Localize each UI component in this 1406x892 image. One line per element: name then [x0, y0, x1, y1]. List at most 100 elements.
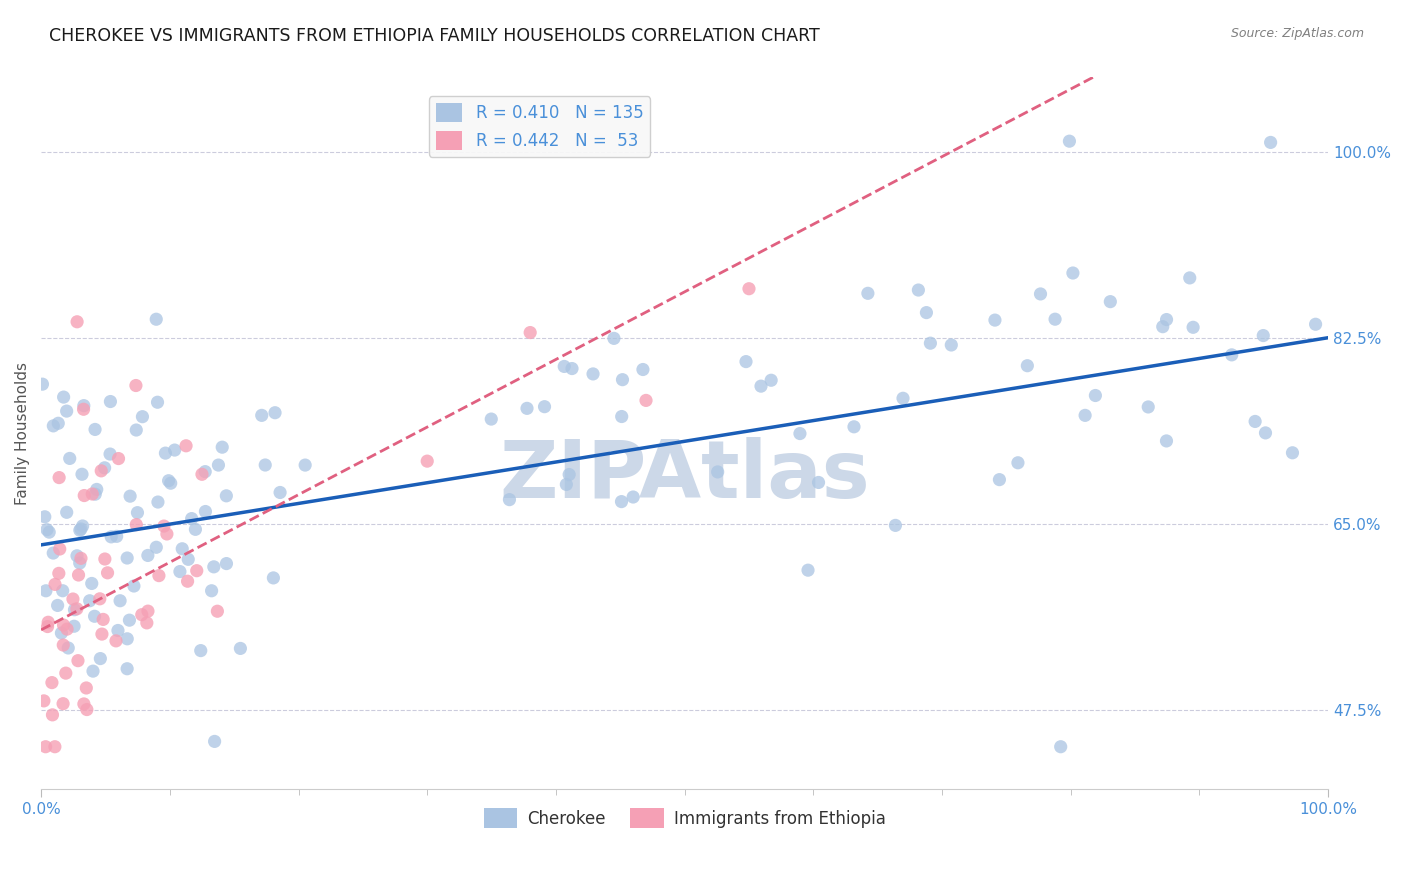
Point: [145, 312, 167, 326]
Point: [1049, 739, 1071, 754]
Point: [250, 409, 273, 423]
Point: [48, 566, 70, 581]
Point: [1156, 312, 1178, 326]
Point: [72, 519, 94, 533]
Point: [269, 485, 291, 500]
Point: [1182, 320, 1205, 334]
Point: [555, 477, 578, 491]
Point: [749, 379, 772, 393]
Point: [180, 511, 202, 525]
Point: [75, 681, 97, 695]
Point: [55, 505, 77, 519]
Point: [1178, 271, 1201, 285]
Point: [553, 359, 575, 374]
Point: [89, 651, 111, 665]
Point: [84, 422, 107, 436]
Point: [194, 465, 217, 479]
Point: [98, 447, 121, 461]
Point: [83, 609, 105, 624]
Point: [191, 467, 214, 482]
Point: [907, 283, 929, 297]
Point: [89, 591, 111, 606]
Point: [59, 451, 82, 466]
Point: [498, 492, 520, 507]
Point: [79, 594, 101, 608]
Point: [125, 423, 148, 437]
Point: [51, 626, 73, 640]
Point: [66, 602, 89, 616]
Point: [70, 551, 93, 566]
Text: Source: ZipAtlas.com: Source: ZipAtlas.com: [1230, 27, 1364, 40]
Point: [735, 354, 758, 368]
Point: [891, 392, 914, 406]
Point: [156, 527, 179, 541]
Point: [915, 305, 938, 319]
Point: [70, 467, 93, 482]
Point: [1062, 266, 1084, 280]
Point: [35, 583, 58, 598]
Point: [31, 377, 53, 392]
Point: [634, 393, 657, 408]
Point: [41, 707, 63, 722]
Point: [631, 362, 654, 376]
Point: [69, 523, 91, 537]
Point: [108, 593, 131, 607]
Point: [41, 675, 63, 690]
Point: [1305, 318, 1327, 332]
Point: [264, 406, 287, 420]
Point: [86, 483, 108, 497]
Point: [1043, 312, 1066, 326]
Point: [1251, 328, 1274, 343]
Point: [115, 632, 138, 646]
Point: [73, 489, 96, 503]
Point: [207, 458, 229, 472]
Point: [176, 574, 198, 589]
Point: [797, 563, 820, 577]
Point: [105, 529, 128, 543]
Point: [1007, 456, 1029, 470]
Point: [56, 622, 79, 636]
Point: [294, 458, 316, 472]
Point: [122, 579, 145, 593]
Point: [80, 576, 103, 591]
Point: [82, 664, 104, 678]
Point: [63, 619, 86, 633]
Point: [76, 702, 98, 716]
Point: [610, 409, 633, 424]
Point: [120, 489, 142, 503]
Point: [789, 426, 811, 441]
Text: CHEROKEE VS IMMIGRANTS FROM ETHIOPIA FAMILY HOUSEHOLDS CORRELATION CHART: CHEROKEE VS IMMIGRANTS FROM ETHIOPIA FAM…: [49, 27, 820, 45]
Point: [1244, 414, 1267, 428]
Point: [73, 399, 96, 413]
Point: [146, 495, 169, 509]
Point: [706, 465, 728, 479]
Point: [204, 734, 226, 748]
Point: [48, 470, 70, 484]
Point: [254, 458, 277, 472]
Point: [1220, 348, 1243, 362]
Point: [69, 556, 91, 570]
Legend: Cherokee, Immigrants from Ethiopia: Cherokee, Immigrants from Ethiopia: [477, 802, 893, 834]
Point: [127, 506, 149, 520]
Point: [202, 559, 225, 574]
Point: [37, 615, 59, 630]
Point: [42, 418, 65, 433]
Point: [612, 373, 634, 387]
Point: [1059, 134, 1081, 148]
Point: [516, 401, 538, 416]
Point: [1099, 294, 1122, 309]
Point: [1137, 400, 1160, 414]
Point: [48, 541, 70, 556]
Point: [1084, 388, 1107, 402]
Point: [107, 624, 129, 638]
Point: [118, 613, 141, 627]
Point: [90, 464, 112, 478]
Point: [941, 338, 963, 352]
Point: [215, 489, 238, 503]
Point: [82, 487, 104, 501]
Point: [621, 490, 644, 504]
Point: [155, 446, 177, 460]
Text: ZIPAtlas: ZIPAtlas: [499, 437, 870, 515]
Point: [738, 282, 761, 296]
Point: [84, 487, 107, 501]
